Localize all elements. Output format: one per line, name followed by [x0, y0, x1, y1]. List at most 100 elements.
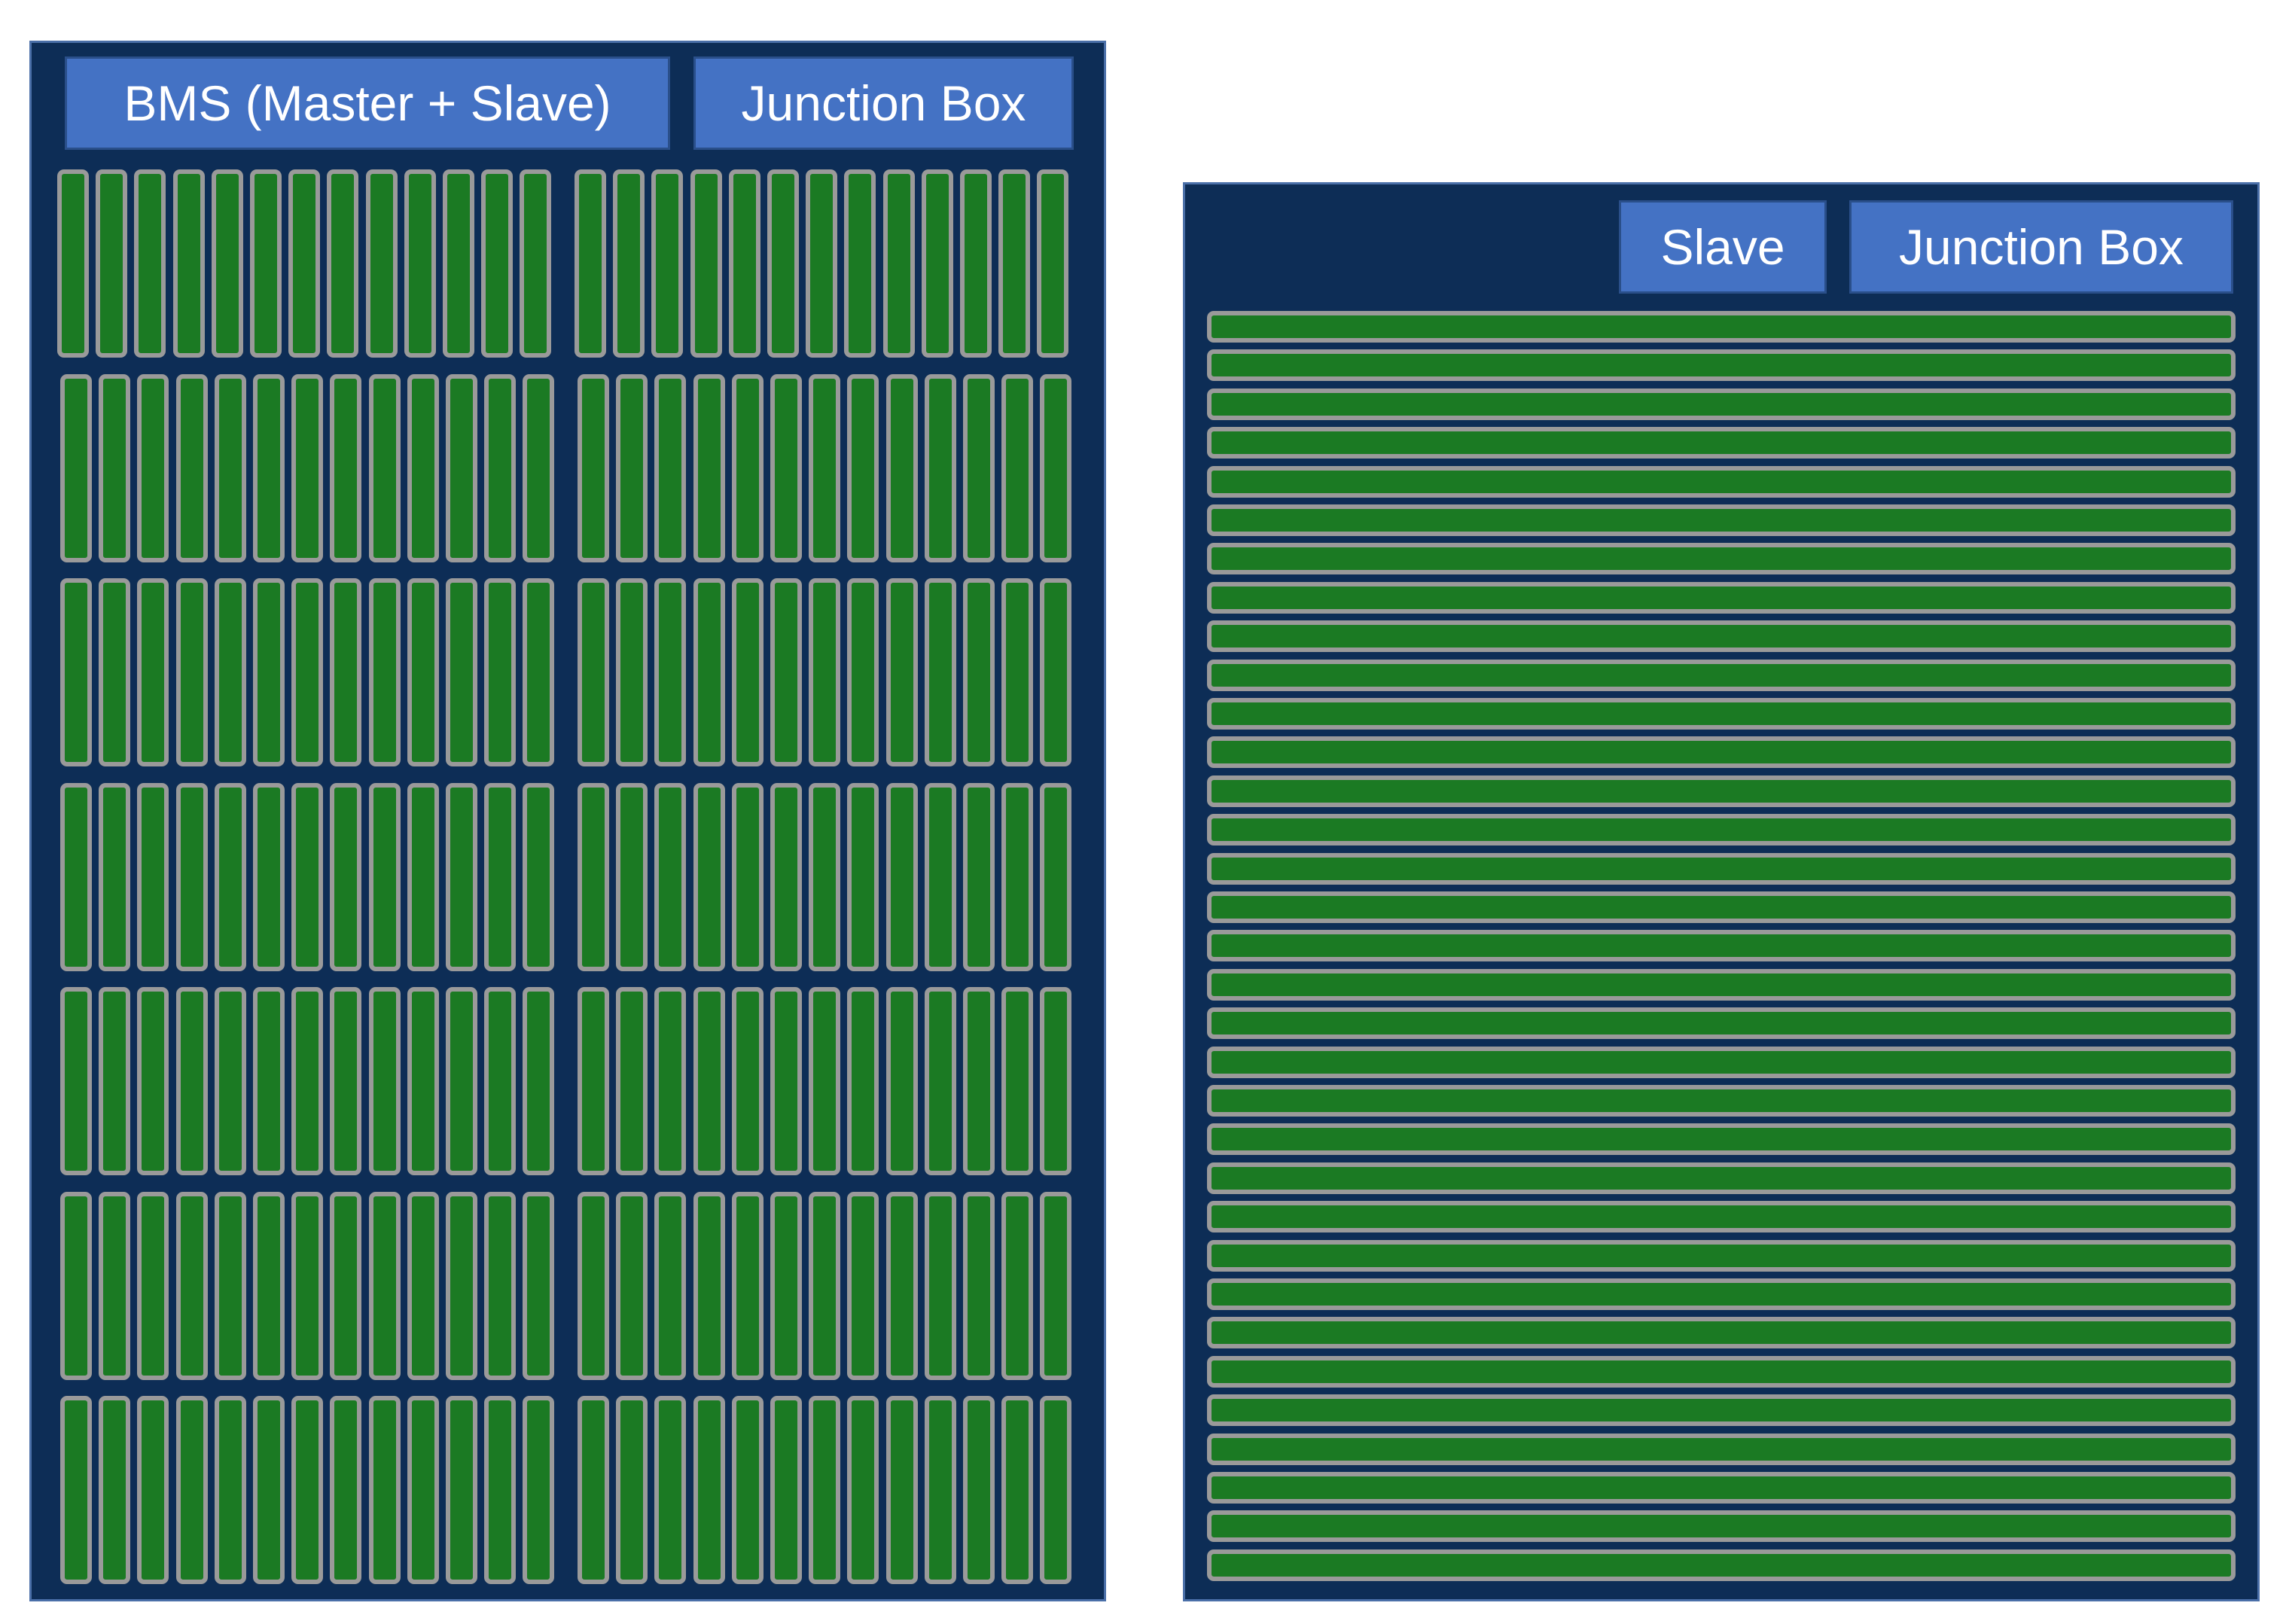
- battery-cell: [770, 373, 802, 562]
- battery-cell-strip: [1207, 698, 2236, 730]
- battery-cell-strip: [1207, 659, 2236, 691]
- battery-cell: [60, 1191, 92, 1380]
- battery-cell: [613, 169, 645, 358]
- battery-cell: [523, 578, 555, 766]
- battery-cell: [523, 1191, 555, 1380]
- battery-cell: [809, 1191, 841, 1380]
- battery-cell-strip: [1207, 543, 2236, 575]
- battery-cell: [99, 782, 131, 971]
- battery-cell-strip: [1207, 311, 2236, 343]
- battery-cell: [844, 169, 876, 358]
- battery-cell: [924, 373, 956, 562]
- battery-cell: [214, 1396, 246, 1584]
- battery-cell: [616, 782, 648, 971]
- battery-cell: [616, 1396, 648, 1584]
- battery-cell: [651, 169, 684, 358]
- battery-cell: [214, 578, 246, 766]
- battery-cell: [770, 578, 802, 766]
- battery-cell: [578, 1396, 609, 1584]
- battery-cell: [847, 373, 879, 562]
- battery-cell: [1001, 987, 1034, 1175]
- battery-cell: [291, 1191, 324, 1380]
- battery-cell: [330, 578, 362, 766]
- battery-cell: [578, 578, 609, 766]
- battery-cell: [368, 1396, 401, 1584]
- battery-cell: [175, 578, 208, 766]
- battery-cell-strip: [1207, 1317, 2236, 1349]
- battery-cell: [523, 373, 555, 562]
- battery-cell: [731, 1396, 764, 1584]
- battery-cell: [731, 987, 764, 1175]
- battery-cell: [327, 169, 359, 358]
- battery-cell: [654, 373, 687, 562]
- battery-cell: [693, 1396, 725, 1584]
- battery-cell: [731, 373, 764, 562]
- battery-cell: [520, 169, 552, 358]
- battery-cell: [172, 169, 205, 358]
- battery-cell: [523, 782, 555, 971]
- battery-cell: [616, 987, 648, 1175]
- battery-cell: [96, 169, 128, 358]
- battery-cell: [368, 987, 401, 1175]
- battery-cell: [578, 987, 609, 1175]
- battery-cell-strip: [1207, 1278, 2236, 1310]
- battery-cell: [484, 1396, 517, 1584]
- battery-cell: [885, 1396, 918, 1584]
- battery-cell: [523, 1396, 555, 1584]
- battery-cell: [693, 373, 725, 562]
- battery-cell-strip: [1207, 581, 2236, 614]
- battery-cell: [578, 373, 609, 562]
- battery-cell: [616, 1191, 648, 1380]
- battery-cell: [330, 1396, 362, 1584]
- battery-cell: [693, 987, 725, 1175]
- battery-cell: [443, 169, 474, 358]
- battery-cell-strip: [1207, 968, 2236, 1001]
- battery-cell: [253, 373, 285, 562]
- battery-cell: [963, 1191, 995, 1380]
- battery-cell: [175, 1396, 208, 1584]
- battery-cell: [847, 1396, 879, 1584]
- battery-cell: [253, 1191, 285, 1380]
- battery-cell: [924, 1191, 956, 1380]
- battery-cell-strip: [1207, 1201, 2236, 1233]
- battery-cell-strip: [1207, 504, 2236, 536]
- battery-cell: [291, 782, 324, 971]
- battery-cell-strip: [1207, 1046, 2236, 1078]
- battery-cell: [963, 1396, 995, 1584]
- battery-cell: [847, 987, 879, 1175]
- battery-cell: [137, 782, 169, 971]
- battery-cell: [809, 987, 841, 1175]
- battery-cell: [99, 1396, 131, 1584]
- battery-cell: [137, 578, 169, 766]
- battery-cell: [770, 1396, 802, 1584]
- battery-cell: [693, 782, 725, 971]
- battery-cell: [60, 373, 92, 562]
- battery-cell-strip: [1207, 620, 2236, 653]
- bms-master-slave-label: BMS (Master + Slave): [65, 56, 670, 150]
- battery-cell: [446, 1396, 477, 1584]
- left-junction-box-label: Junction Box: [693, 56, 1074, 150]
- battery-cell: [291, 373, 324, 562]
- battery-cell: [330, 782, 362, 971]
- battery-cell: [99, 987, 131, 1175]
- battery-cell: [99, 373, 131, 562]
- battery-cell: [1037, 169, 1069, 358]
- battery-cell-strip: [1207, 1123, 2236, 1156]
- battery-cell: [484, 578, 517, 766]
- battery-cell: [175, 782, 208, 971]
- battery-cell: [963, 373, 995, 562]
- battery-cell: [847, 1191, 879, 1380]
- battery-cell: [407, 782, 439, 971]
- battery-cell: [214, 1191, 246, 1380]
- battery-cell: [484, 782, 517, 971]
- battery-cell-strip: [1207, 1085, 2236, 1117]
- battery-cell: [211, 169, 243, 358]
- battery-cell: [963, 782, 995, 971]
- battery-cell-strip: [1207, 814, 2236, 846]
- battery-cell: [1001, 578, 1034, 766]
- battery-cell: [616, 373, 648, 562]
- battery-cell-strip: [1207, 1394, 2236, 1427]
- battery-cell: [809, 1396, 841, 1584]
- battery-cell: [99, 1191, 131, 1380]
- battery-cell: [60, 987, 92, 1175]
